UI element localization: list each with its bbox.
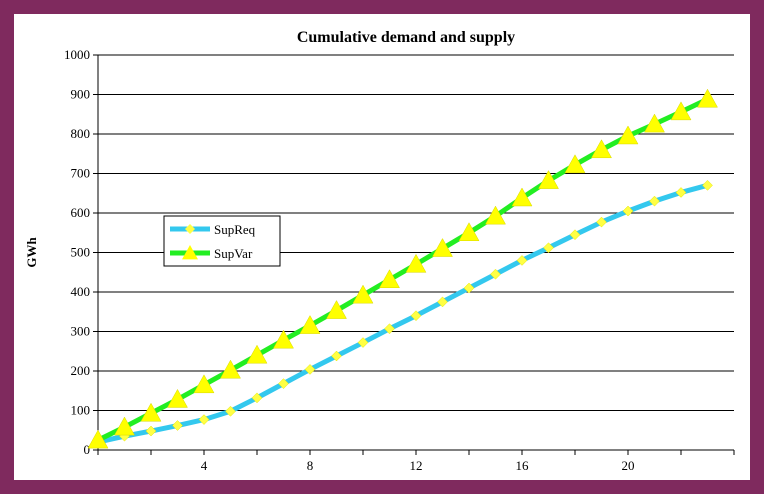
data-point xyxy=(622,205,634,217)
legend-entry-supreq: SupReq xyxy=(170,222,256,237)
data-point xyxy=(114,416,135,436)
x-tick-label: 4 xyxy=(201,458,208,473)
data-point xyxy=(511,187,533,207)
data-point xyxy=(251,392,263,404)
data-point xyxy=(220,359,241,379)
data-point xyxy=(384,323,395,335)
data-point xyxy=(331,350,342,362)
legend: SupReq SupVar xyxy=(163,215,281,267)
data-point xyxy=(172,420,183,431)
data-point xyxy=(463,282,475,294)
y-tick-label: 700 xyxy=(71,166,91,181)
y-tick-label: 800 xyxy=(71,126,91,141)
data-point xyxy=(644,113,665,133)
legend-entry-supvar: SupVar xyxy=(170,245,253,261)
data-point xyxy=(432,238,453,257)
series-supvar xyxy=(87,88,718,449)
data-point xyxy=(437,296,448,308)
data-point xyxy=(569,229,581,241)
legend-label: SupVar xyxy=(214,246,253,261)
data-point xyxy=(538,170,559,189)
data-point xyxy=(198,414,210,425)
data-point xyxy=(564,154,586,174)
legend-swatch-marker xyxy=(182,245,198,260)
data-point xyxy=(357,337,369,348)
data-point xyxy=(490,268,501,280)
series-line xyxy=(95,182,710,445)
data-point xyxy=(649,195,660,207)
data-point xyxy=(140,402,162,422)
data-point xyxy=(225,405,236,417)
data-point xyxy=(410,310,422,322)
data-point xyxy=(87,429,109,449)
series-layer xyxy=(87,88,718,449)
data-point xyxy=(516,255,528,266)
chart-frame: Cumulative demand and supply GWh 0 100 200… xyxy=(14,14,750,480)
legend-swatch-marker xyxy=(185,224,195,234)
data-point xyxy=(458,222,480,241)
chart: Cumulative demand and supply GWh 0 100 200… xyxy=(24,29,735,473)
data-point xyxy=(670,101,692,121)
x-tick-label: 12 xyxy=(410,458,423,473)
data-point xyxy=(326,300,347,319)
y-axis-label: GWh xyxy=(24,237,39,268)
data-point xyxy=(167,388,188,408)
data-point xyxy=(246,344,268,364)
chart-title: Cumulative demand and supply xyxy=(297,29,515,46)
data-point xyxy=(145,425,157,437)
gridlines xyxy=(98,54,734,411)
data-point xyxy=(299,315,321,334)
data-point xyxy=(485,205,506,225)
data-point xyxy=(675,187,687,198)
data-point xyxy=(379,269,400,289)
data-point xyxy=(273,329,294,349)
x-tick-label: 20 xyxy=(622,458,635,473)
x-tick-label: 8 xyxy=(307,458,314,473)
data-point xyxy=(596,216,607,228)
y-tick-label: 0 xyxy=(84,442,91,457)
data-point xyxy=(591,139,612,159)
data-point xyxy=(617,125,639,145)
y-tick-label: 300 xyxy=(71,324,91,339)
data-point xyxy=(697,88,718,108)
y-tick-label: 600 xyxy=(71,205,91,220)
y-tick-label: 200 xyxy=(71,363,91,378)
data-point xyxy=(543,242,554,254)
data-point xyxy=(193,374,215,394)
data-point xyxy=(702,179,713,191)
series-line xyxy=(95,96,710,443)
y-tick-label: 400 xyxy=(71,284,91,299)
y-tick-label: 100 xyxy=(71,403,91,418)
y-tick-label: 900 xyxy=(71,87,91,102)
data-point xyxy=(405,253,427,273)
legend-label: SupReq xyxy=(214,222,256,237)
data-point xyxy=(278,378,289,389)
x-tick-label: 16 xyxy=(516,458,530,473)
y-tick-label: 1000 xyxy=(64,47,90,62)
data-point xyxy=(304,364,316,375)
y-tick-label: 500 xyxy=(71,245,91,260)
axes: 0 100 200 300 400 500 600 700 800 900 1000 4 8 12 16 20 xyxy=(64,47,735,473)
data-point xyxy=(352,284,374,304)
